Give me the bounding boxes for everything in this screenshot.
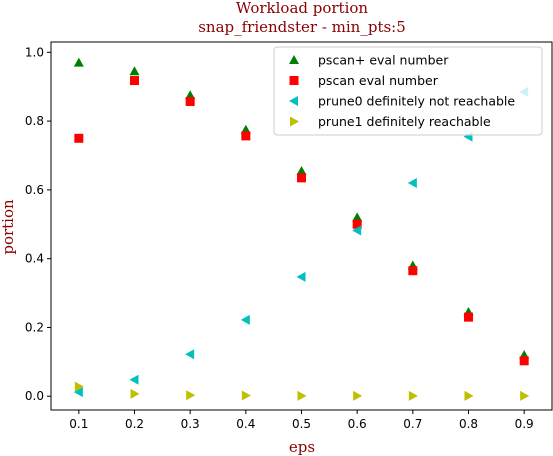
data-point <box>352 219 362 229</box>
series-2-points <box>74 76 529 366</box>
data-point <box>296 271 306 282</box>
y-tick-label: 1.0 <box>25 45 44 59</box>
data-point <box>241 390 251 401</box>
chart-title: Workload portion <box>236 0 368 17</box>
legend-marker <box>289 55 299 64</box>
data-point <box>185 349 195 360</box>
data-point <box>352 225 362 236</box>
data-point <box>297 173 306 183</box>
y-tick-label: 0.0 <box>25 389 44 403</box>
data-point <box>296 165 307 175</box>
data-markers <box>73 57 530 401</box>
y-tick-label: 0.2 <box>25 320 44 334</box>
data-point <box>520 390 530 401</box>
data-point <box>408 390 418 401</box>
series-3-points <box>73 86 529 398</box>
data-point <box>240 314 250 325</box>
y-tick-label: 0.6 <box>25 183 44 197</box>
data-point <box>130 388 140 399</box>
x-tick-label: 0.3 <box>181 417 200 431</box>
data-point <box>129 374 139 385</box>
legend: pscan+ eval number pscan eval number prune… <box>273 46 543 136</box>
legend-label: pscan+ eval number <box>318 53 449 68</box>
legend-marker <box>289 76 299 85</box>
x-tick-label: 0.9 <box>515 417 534 431</box>
x-tick-label: 0.8 <box>459 417 478 431</box>
legend-marker <box>290 116 299 127</box>
data-point <box>407 178 417 189</box>
x-tick-label: 0.7 <box>403 417 422 431</box>
x-axis-label: eps <box>289 438 315 456</box>
x-tick-label: 0.4 <box>236 417 255 431</box>
x-tick-label: 0.1 <box>69 417 88 431</box>
data-point <box>464 312 473 322</box>
data-point <box>74 381 84 392</box>
data-point <box>129 66 140 76</box>
data-point <box>185 96 195 106</box>
data-point <box>186 390 196 401</box>
legend-label: prune0 definitely not reachable <box>318 94 515 109</box>
legend-box <box>273 46 543 136</box>
data-point <box>297 390 307 401</box>
x-tick-label: 0.5 <box>292 417 311 431</box>
data-point <box>241 131 251 141</box>
axis-ticks: 0.1 0.2 0.3 0.4 0.5 0.6 0.7 0.8 0.9 0.0 0.2 0.4 0.6 0… <box>25 45 534 431</box>
data-point <box>73 387 83 398</box>
data-point <box>130 76 139 86</box>
legend-marker <box>289 96 298 106</box>
data-point <box>519 356 529 366</box>
y-tick-label: 0.4 <box>25 252 44 266</box>
y-axis-label: portion <box>0 199 17 255</box>
y-tick-label: 0.8 <box>25 114 44 128</box>
data-point <box>464 390 474 401</box>
series-4-points <box>74 381 530 401</box>
data-point <box>74 133 84 143</box>
data-point <box>353 390 363 401</box>
chart-subtitle: snap_friendster - min_pts:5 <box>198 18 406 36</box>
x-tick-label: 0.2 <box>125 417 144 431</box>
x-tick-label: 0.6 <box>348 417 367 431</box>
data-point <box>352 212 363 222</box>
data-point <box>408 266 418 276</box>
legend-label: prune1 definitely reachable <box>318 114 491 129</box>
legend-label: pscan eval number <box>318 73 439 88</box>
data-point <box>73 57 84 67</box>
